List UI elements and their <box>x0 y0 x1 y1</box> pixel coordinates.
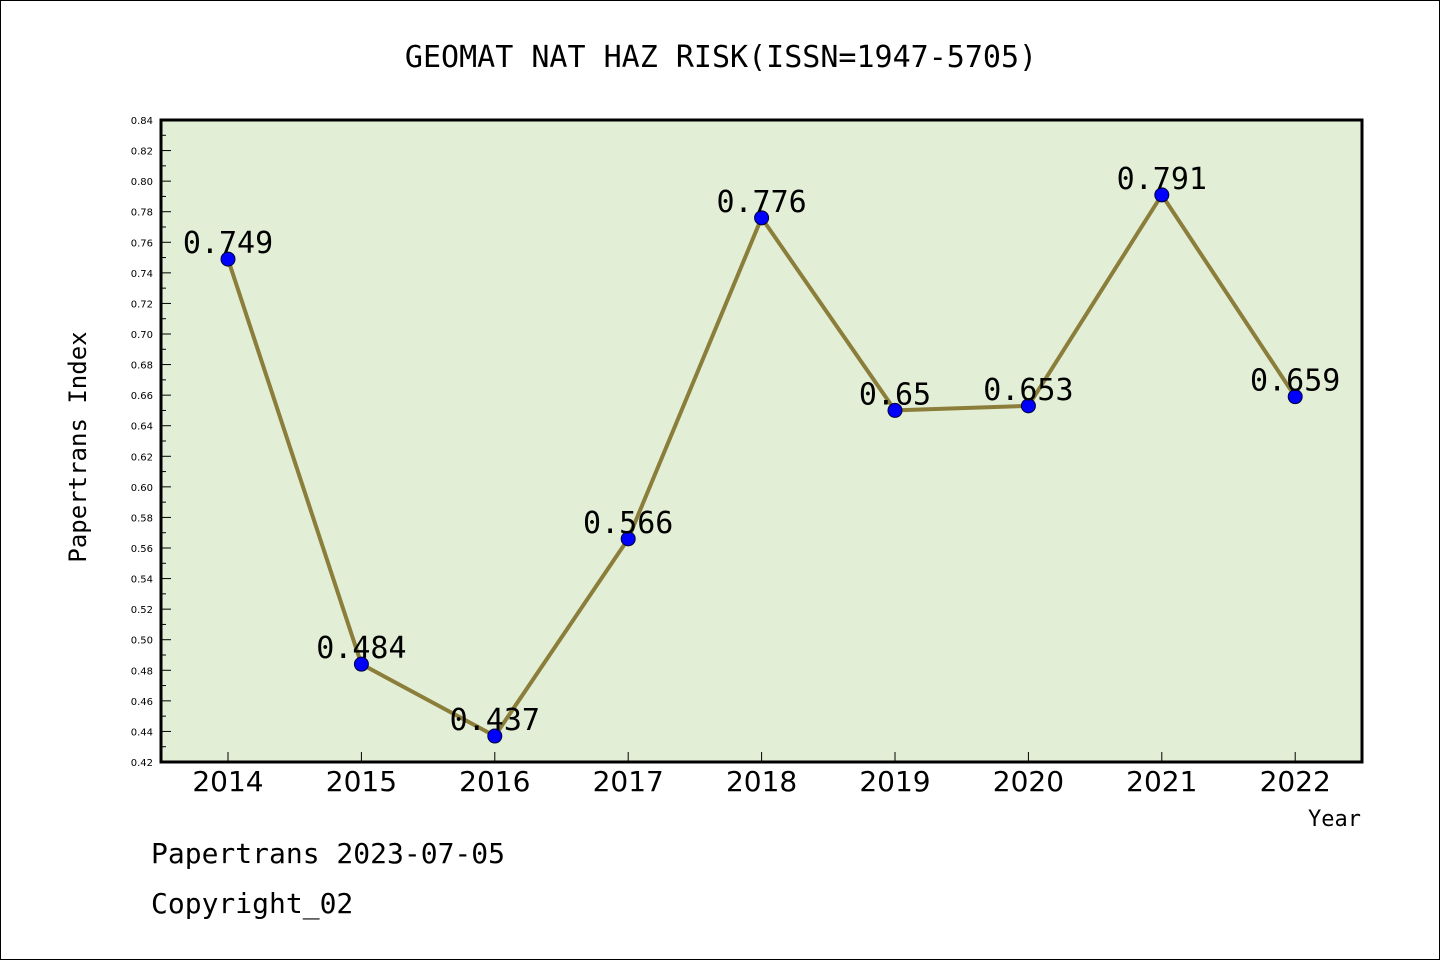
y-tick-label: 0.70 <box>131 330 153 341</box>
series-layer: 0.749 0.484 0.437 0.566 0.776 0.65 0.653 0.791 0… <box>183 162 1340 744</box>
plot-frame <box>159 118 1364 764</box>
x-tick-label: 2021 <box>1126 765 1197 798</box>
data-label: 0.65 <box>859 377 931 412</box>
data-label: 0.437 <box>450 703 540 738</box>
y-axis-label: Papertrans Index <box>64 331 92 562</box>
y-tick-label: 0.52 <box>131 605 153 616</box>
data-label: 0.659 <box>1250 364 1340 399</box>
y-tick-label: 0.62 <box>131 452 153 463</box>
x-tick-label: 2017 <box>593 765 664 798</box>
x-tick-label: 2019 <box>859 765 930 798</box>
x-tick-label: 2022 <box>1260 765 1331 798</box>
footer-date: Papertrans 2023-07-05 <box>151 837 506 870</box>
data-point <box>353 656 369 672</box>
data-label: 0.653 <box>983 373 1073 408</box>
x-tick-label: 2015 <box>326 765 397 798</box>
data-label: 0.484 <box>316 631 406 666</box>
data-point <box>487 728 503 744</box>
plot-area <box>161 120 1362 762</box>
x-tick-label: 2018 <box>726 765 797 798</box>
y-tick-label: 0.48 <box>131 666 153 677</box>
y-tick-label: 0.58 <box>131 513 153 524</box>
y-tick-label: 0.82 <box>131 147 153 158</box>
x-tick-label: 2020 <box>993 765 1064 798</box>
y-tick-label: 0.50 <box>131 636 153 647</box>
data-point <box>754 210 770 226</box>
y-tick-label: 0.80 <box>131 177 153 188</box>
data-point <box>887 402 903 418</box>
data-point <box>1020 398 1036 414</box>
chart-title: GEOMAT NAT HAZ RISK(ISSN=1947-5705) <box>405 40 1037 75</box>
y-tick-label: 0.78 <box>131 208 153 219</box>
y-tick-label: 0.56 <box>131 544 153 555</box>
x-tick-label: 2014 <box>192 765 263 798</box>
y-tick-label: 0.60 <box>131 483 153 494</box>
data-label: 0.566 <box>583 506 673 541</box>
data-point <box>1154 187 1170 203</box>
y-tick-label: 0.54 <box>131 575 153 586</box>
y-tick-label: 0.46 <box>131 697 153 708</box>
y-tick-label: 0.72 <box>131 299 153 310</box>
data-label: 0.776 <box>716 185 806 220</box>
x-axis-label: Year <box>1308 807 1361 832</box>
y-tick-label: 0.42 <box>131 758 153 769</box>
footer-copyright: Copyright_02 <box>151 887 354 920</box>
data-point <box>620 531 636 547</box>
x-axis: 2014 2015 2016 2017 2018 2019 2020 2021 2022 <box>192 752 1331 798</box>
data-label: 0.749 <box>183 226 273 261</box>
y-tick-label: 0.84 <box>131 116 153 127</box>
y-tick-label: 0.64 <box>131 422 153 433</box>
y-tick-label: 0.44 <box>131 727 153 738</box>
x-tick-label: 2016 <box>459 765 530 798</box>
y-tick-label: 0.76 <box>131 238 153 249</box>
y-tick-label: 0.74 <box>131 269 153 280</box>
y-tick-label: 0.66 <box>131 391 153 402</box>
data-point <box>1287 389 1303 405</box>
data-point <box>220 251 236 267</box>
y-tick-label: 0.68 <box>131 361 153 372</box>
data-label: 0.791 <box>1117 162 1207 197</box>
